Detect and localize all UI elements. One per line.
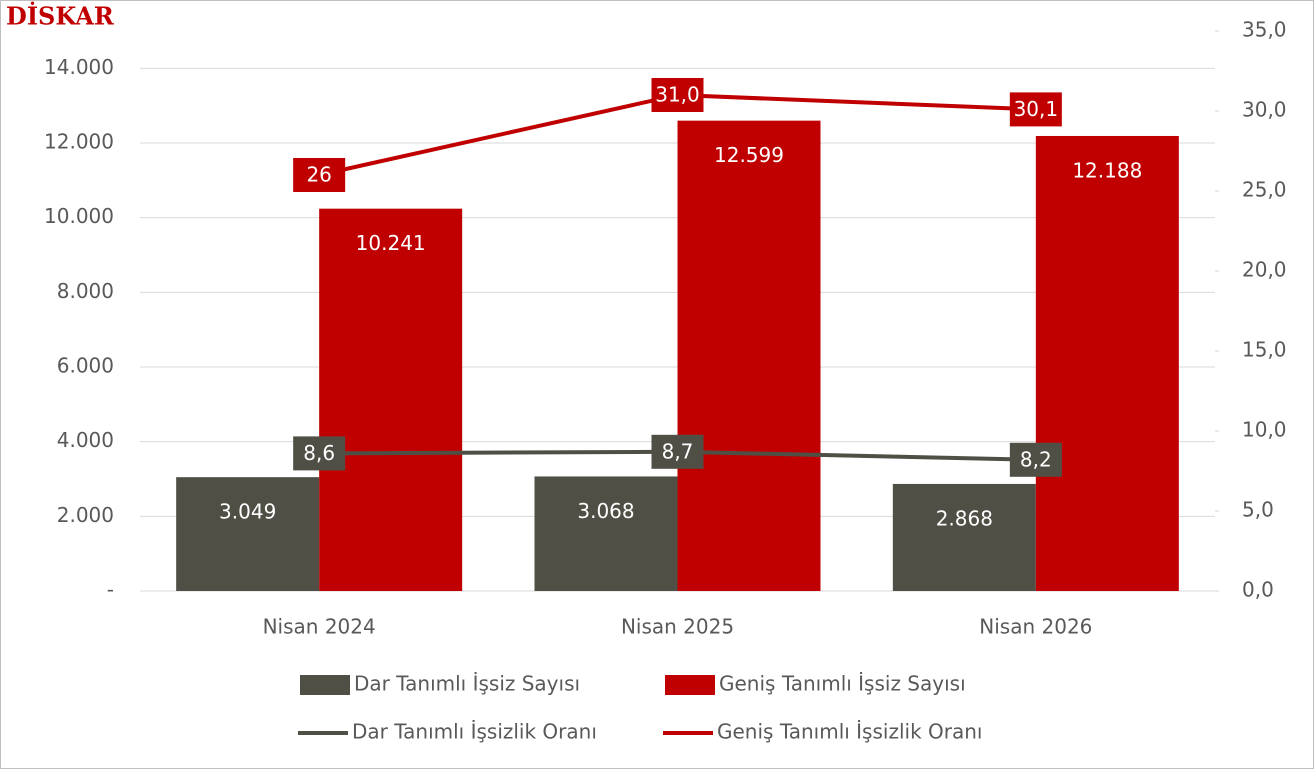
line-label-box [293, 158, 346, 192]
y2-tick-label: 5,0 [1242, 498, 1274, 522]
line-value-label: 8,6 [303, 441, 335, 465]
bar [319, 208, 463, 592]
line-label-box [651, 434, 704, 469]
y-tick-label: 10.000 [44, 204, 114, 228]
x-tick-label: Nisan 2025 [621, 615, 734, 639]
logo: DİSKAR [6, 2, 115, 31]
y-tick-label: - [107, 578, 114, 602]
line-value-label: 30,1 [1014, 97, 1059, 121]
line-value-label: 8,2 [1020, 447, 1052, 471]
y2-tick-label: 20,0 [1242, 258, 1287, 282]
bar [1035, 135, 1179, 592]
y-tick-label: 6.000 [57, 354, 114, 378]
legend-label: Dar Tanımlı İşsizlik Oranı [352, 720, 597, 744]
bar [892, 483, 1036, 591]
y2-tick-label: 30,0 [1242, 98, 1287, 122]
x-tick-label: Nisan 2024 [263, 615, 376, 639]
y-tick-label: 4.000 [57, 428, 114, 452]
line-value-label: 26 [306, 163, 331, 187]
line-value-label: 8,7 [662, 439, 694, 463]
legend-swatch [665, 675, 715, 695]
y2-tick-label: 25,0 [1242, 178, 1287, 202]
y2-tick-label: 35,0 [1242, 18, 1287, 42]
y-tick-label: 14.000 [44, 55, 114, 79]
line-label-box [293, 436, 346, 471]
bar-value-label: 12.188 [1072, 158, 1142, 182]
y-tick-label: 12.000 [44, 130, 114, 154]
y-tick-label: 2.000 [57, 503, 114, 527]
line-value-label: 31,0 [655, 83, 700, 107]
y-tick-label: 8.000 [57, 279, 114, 303]
bar-value-label: 10.241 [356, 231, 426, 255]
x-tick-label: Nisan 2026 [979, 615, 1092, 639]
bar [176, 477, 320, 591]
bar-value-label: 3.068 [577, 499, 634, 523]
legend-label: Dar Tanımlı İşsiz Sayısı [354, 672, 580, 696]
legend-swatch [300, 675, 350, 695]
bar-value-label: 2.868 [936, 506, 993, 530]
y2-tick-label: 0,0 [1242, 578, 1274, 602]
legend-label: Geniş Tanımlı İşsiz Sayısı [719, 672, 966, 696]
bar [677, 120, 821, 592]
legend-label: Geniş Tanımlı İşsizlik Oranı [717, 720, 982, 744]
bar [534, 476, 678, 591]
line-label-box [651, 78, 704, 112]
bar-value-label: 3.049 [219, 500, 276, 524]
line-label-box [1009, 442, 1062, 477]
line-label-box [1009, 92, 1062, 127]
bar-value-label: 12.599 [714, 143, 784, 167]
y2-tick-label: 15,0 [1242, 338, 1287, 362]
y2-tick-label: 10,0 [1242, 418, 1287, 442]
